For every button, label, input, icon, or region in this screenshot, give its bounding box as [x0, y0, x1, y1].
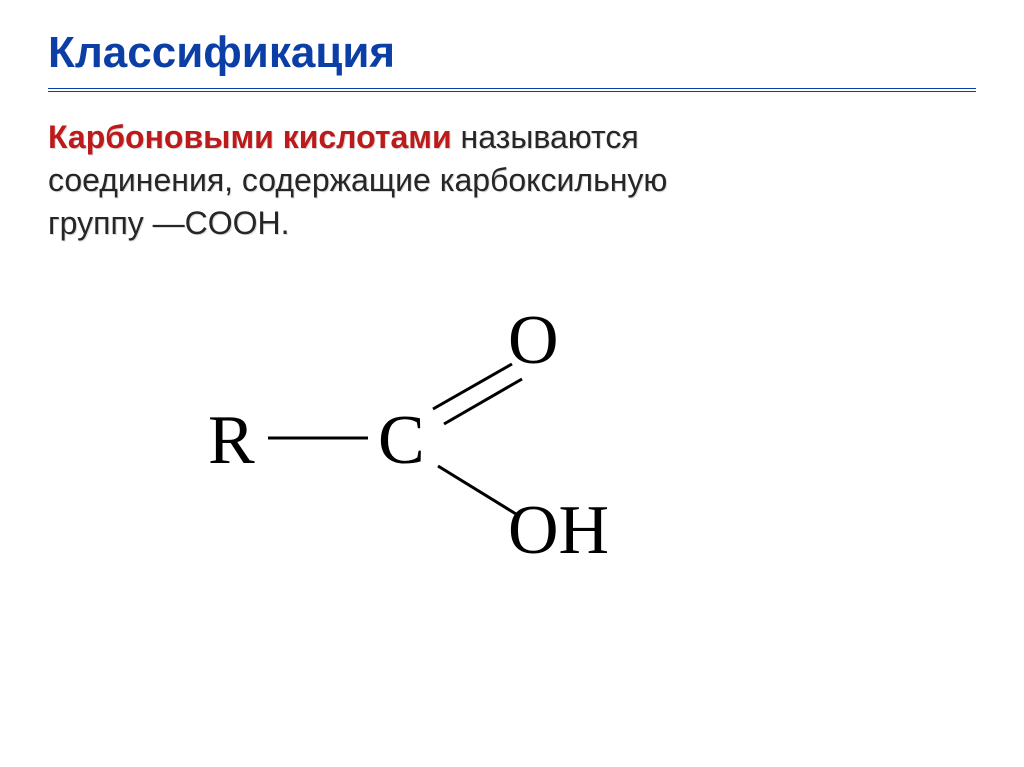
para-line-3: группу —COOH. — [48, 205, 290, 241]
bond-C-OH — [208, 306, 608, 606]
para-line-2: соединения, содержащие карбоксильную — [48, 162, 667, 198]
definition-paragraph: Карбоновыми кислотами называются соедине… — [48, 116, 976, 246]
highlight-term: Карбоновыми кислотами — [48, 119, 452, 155]
para-rest-1: называются — [452, 119, 639, 155]
slide-title: Классификация — [48, 28, 976, 78]
slide-root: Классификация Карбоновыми кислотами назы… — [0, 0, 1024, 767]
title-divider — [48, 88, 976, 92]
carboxylic-acid-formula: R C O OH — [208, 306, 976, 566]
